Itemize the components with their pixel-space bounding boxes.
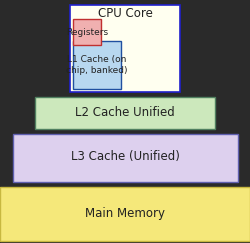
FancyBboxPatch shape [35,97,215,129]
FancyBboxPatch shape [0,187,250,241]
FancyBboxPatch shape [70,5,180,92]
FancyBboxPatch shape [12,134,237,182]
Text: L1 Cache (on
chip, banked): L1 Cache (on chip, banked) [66,55,128,75]
Text: L2 Cache Unified: L2 Cache Unified [75,106,175,120]
FancyBboxPatch shape [72,41,121,89]
Text: Registers: Registers [66,27,108,37]
Text: CPU Core: CPU Core [98,7,152,20]
Text: L3 Cache (Unified): L3 Cache (Unified) [70,150,180,163]
FancyBboxPatch shape [72,19,101,45]
Text: Main Memory: Main Memory [85,207,165,220]
